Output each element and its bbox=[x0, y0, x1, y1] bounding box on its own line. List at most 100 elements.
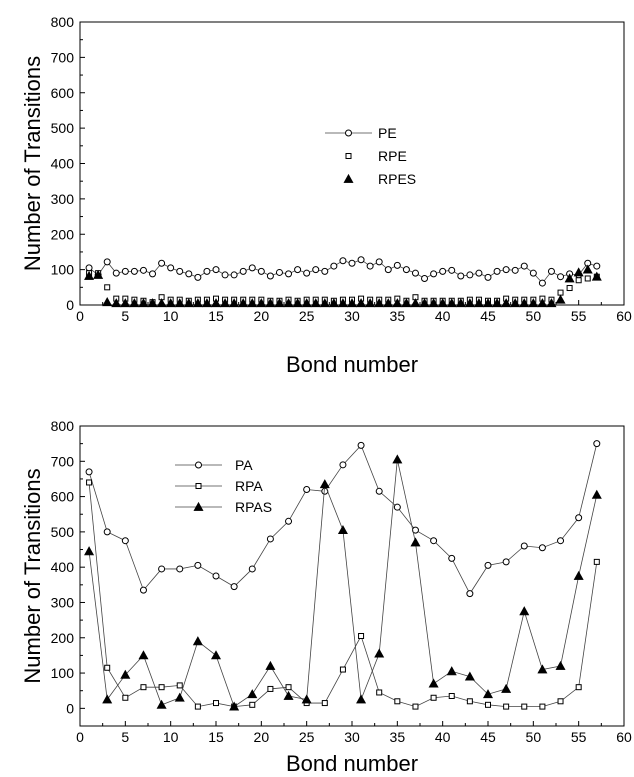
data-point bbox=[165, 298, 176, 308]
y-axis-title: Number of Transitions bbox=[20, 56, 45, 271]
data-point bbox=[265, 298, 276, 308]
data-point bbox=[267, 685, 274, 692]
data-point bbox=[85, 468, 93, 476]
data-point bbox=[365, 298, 376, 308]
data-point bbox=[575, 514, 583, 522]
data-point bbox=[130, 267, 138, 275]
x-tick-label: 25 bbox=[299, 729, 315, 745]
legend-marker bbox=[193, 501, 204, 511]
data-point bbox=[421, 274, 429, 282]
data-point bbox=[529, 269, 537, 277]
data-point bbox=[185, 270, 193, 278]
x-axis-title: Bond number bbox=[286, 751, 418, 776]
data-point bbox=[412, 703, 419, 710]
data-point bbox=[402, 266, 410, 274]
data-point bbox=[319, 298, 330, 308]
x-tick-label: 0 bbox=[76, 729, 84, 745]
x-tick-label: 15 bbox=[208, 729, 224, 745]
data-point bbox=[557, 289, 564, 296]
legend-label: PE bbox=[378, 125, 397, 141]
plot-frame bbox=[79, 425, 625, 727]
series-rpa bbox=[86, 479, 600, 710]
data-point bbox=[430, 694, 437, 701]
chart-top: 0 5 10 15 20 25 30 35 40 45 50 55 600100200300400500… bbox=[20, 14, 632, 377]
y-tick-label: 300 bbox=[51, 191, 75, 207]
data-point bbox=[473, 298, 484, 308]
data-point bbox=[138, 298, 149, 308]
legend-label: RPA bbox=[235, 478, 263, 494]
data-point bbox=[564, 273, 575, 283]
data-point bbox=[547, 267, 555, 275]
data-point bbox=[247, 689, 258, 699]
legend-item-pe: PE bbox=[325, 125, 397, 141]
data-point bbox=[566, 285, 573, 292]
series-pa bbox=[85, 440, 601, 598]
data-point bbox=[194, 273, 202, 281]
data-point bbox=[330, 262, 338, 270]
data-point bbox=[285, 270, 293, 278]
series-pe bbox=[85, 256, 601, 287]
data-point bbox=[238, 298, 249, 308]
data-point bbox=[538, 544, 546, 552]
data-point bbox=[120, 669, 131, 679]
data-point bbox=[428, 298, 439, 308]
x-tick-label: 15 bbox=[208, 308, 224, 324]
data-point bbox=[502, 558, 510, 566]
data-point bbox=[312, 266, 320, 274]
data-point bbox=[448, 266, 456, 274]
data-point bbox=[266, 535, 274, 543]
data-point bbox=[220, 298, 231, 308]
data-point bbox=[537, 664, 548, 674]
data-point bbox=[174, 692, 185, 702]
data-point bbox=[294, 266, 302, 274]
data-point bbox=[446, 298, 457, 308]
series-line bbox=[88, 482, 598, 708]
data-point bbox=[419, 298, 430, 308]
data-point bbox=[466, 698, 473, 705]
data-point bbox=[328, 298, 339, 308]
x-tick-label: 25 bbox=[299, 308, 315, 324]
y-tick-label: 200 bbox=[51, 630, 75, 646]
data-point bbox=[266, 272, 274, 280]
data-point bbox=[158, 684, 165, 691]
data-point bbox=[392, 454, 403, 464]
data-point bbox=[156, 699, 167, 709]
data-point bbox=[411, 269, 419, 277]
data-point bbox=[573, 267, 584, 277]
data-point bbox=[492, 298, 503, 308]
data-point bbox=[256, 298, 267, 308]
data-point bbox=[511, 266, 519, 274]
y-tick-label: 600 bbox=[51, 85, 75, 101]
data-point bbox=[485, 701, 491, 708]
data-point bbox=[249, 701, 256, 708]
legend-item-rpa: RPA bbox=[175, 478, 263, 494]
data-point bbox=[194, 703, 201, 710]
data-point bbox=[357, 256, 365, 264]
data-point bbox=[213, 700, 219, 707]
data-point bbox=[248, 565, 256, 573]
x-tick-label: 20 bbox=[254, 729, 270, 745]
data-point bbox=[546, 298, 557, 308]
data-point bbox=[321, 700, 328, 707]
data-point bbox=[446, 666, 457, 676]
data-point bbox=[111, 298, 122, 308]
data-point bbox=[502, 266, 510, 274]
y-axis-title: Number of Transitions bbox=[20, 468, 45, 683]
data-point bbox=[376, 689, 383, 696]
data-point bbox=[248, 264, 256, 272]
data-point bbox=[557, 698, 564, 705]
data-point bbox=[183, 298, 194, 308]
data-point bbox=[176, 565, 184, 573]
data-point bbox=[484, 561, 492, 569]
data-point bbox=[176, 267, 184, 275]
legend-item-rpe: RPE bbox=[345, 148, 407, 164]
chart-bottom: 0 5 10 15 20 25 30 35 40 45 50 55 600100200300400500… bbox=[20, 418, 632, 776]
y-tick-label: 600 bbox=[51, 489, 75, 505]
data-point bbox=[176, 682, 183, 689]
data-point bbox=[591, 489, 602, 499]
data-point bbox=[337, 298, 348, 308]
data-point bbox=[194, 561, 202, 569]
data-point bbox=[339, 666, 346, 673]
y-tick-label: 200 bbox=[51, 226, 75, 242]
